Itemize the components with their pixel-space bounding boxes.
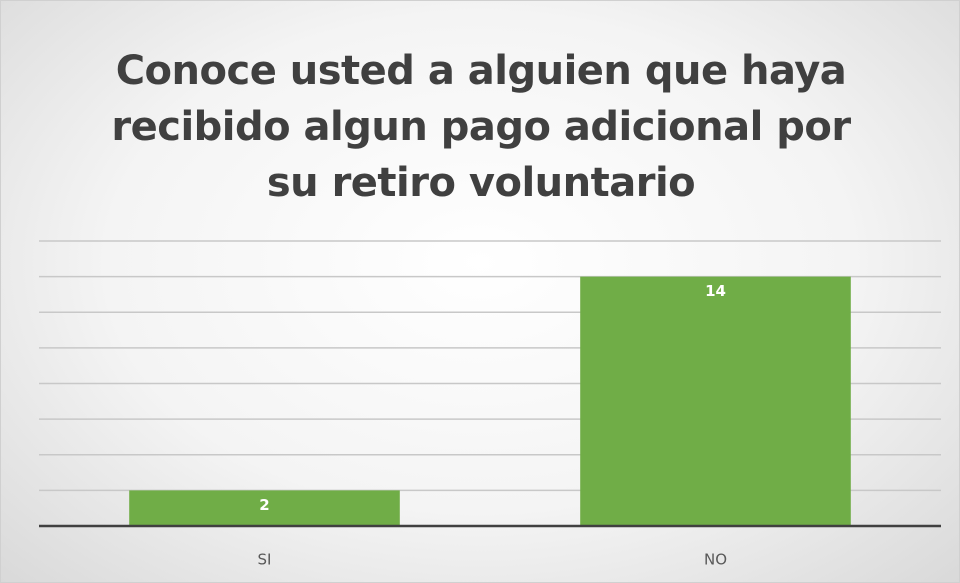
x-tick-label: NO [704, 551, 727, 569]
x-tick-label: SI [258, 551, 272, 569]
bar [580, 276, 851, 526]
data-label: 2 [259, 496, 269, 514]
data-label: 14 [705, 282, 726, 300]
bar [129, 490, 400, 526]
chart-title: Conoce usted a alguien que haya recibido… [111, 48, 851, 206]
